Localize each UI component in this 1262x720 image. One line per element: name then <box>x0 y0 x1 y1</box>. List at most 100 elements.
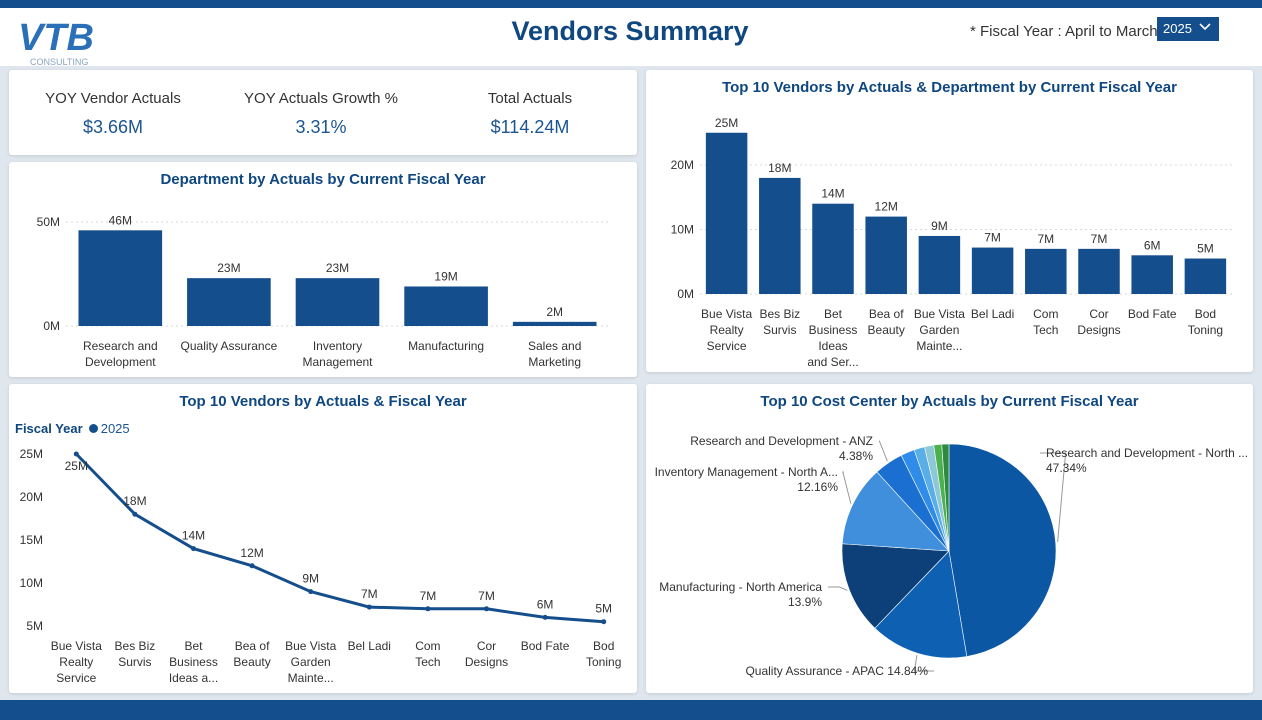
bar[interactable] <box>865 216 907 294</box>
x-tick-label: Bel Ladi <box>971 307 1014 321</box>
leader-line <box>828 586 848 591</box>
data-point[interactable] <box>191 546 196 552</box>
data-label: 5M <box>595 602 612 616</box>
data-point[interactable] <box>73 451 79 457</box>
x-tick-label: Bod Fate <box>1128 307 1177 321</box>
slice-percent: 47.34% <box>1046 461 1087 475</box>
data-point[interactable] <box>425 606 431 612</box>
bar[interactable] <box>78 230 163 326</box>
slice-name: Research and Development - North ... <box>1046 446 1248 460</box>
chart-title: Top 10 Vendors by Actuals & Fiscal Year <box>179 393 467 410</box>
data-point[interactable] <box>308 589 314 595</box>
y-tick-label: 20M <box>20 490 43 504</box>
fiscal-year-dropdown[interactable]: 2025 <box>1157 17 1219 41</box>
slice-percent: 13.9% <box>788 595 822 609</box>
legend-marker <box>88 424 98 433</box>
legend-item[interactable]: 2025 <box>100 421 130 436</box>
kpi-label: YOY Vendor Actuals <box>45 90 181 107</box>
data-point[interactable] <box>132 511 138 517</box>
x-tick-label: Bes Biz Survis <box>115 639 156 669</box>
logo-text: VTB <box>18 17 94 59</box>
slice-percent: 4.38% <box>839 449 873 463</box>
x-tick-label: Quality Assurance <box>181 339 278 353</box>
page-title: Vendors Summary <box>511 16 749 46</box>
bottom-accent-bar <box>0 700 1262 720</box>
vendors-department-chart-card: Top 10 Vendors by Actuals & Department b… <box>646 70 1253 372</box>
bar[interactable] <box>1025 248 1067 294</box>
bar[interactable] <box>187 278 271 326</box>
x-tick-label: Bet Business Ideas and Ser... <box>807 307 858 369</box>
x-tick-label: Bue Vista Garden Mainte... <box>285 639 336 685</box>
y-tick-label: 50M <box>37 215 60 229</box>
kpi-card: YOY Vendor Actuals $3.66M YOY Actuals Gr… <box>9 70 637 155</box>
data-label: 23M <box>326 261 349 275</box>
leader-line <box>1040 452 1067 542</box>
data-label: 9M <box>931 219 948 233</box>
data-point[interactable] <box>601 619 607 625</box>
leader-line <box>878 440 888 462</box>
slice-label: Quality Assurance - APAC 14.84% <box>745 664 928 678</box>
bar[interactable] <box>295 278 380 326</box>
y-tick-label: 0M <box>43 319 60 333</box>
kpi-label: YOY Actuals Growth % <box>244 90 398 107</box>
data-label: 19M <box>434 269 457 283</box>
data-label: 7M <box>361 587 378 601</box>
x-tick-label: Bea of Beauty <box>233 639 270 669</box>
data-point[interactable] <box>542 614 548 620</box>
data-label: 18M <box>768 161 791 175</box>
bar[interactable] <box>1078 248 1120 294</box>
data-point[interactable] <box>366 604 372 610</box>
vendors-line-chart: 5M 10M 15M 20M 25M 25M Bue Vista Realty Service 1… <box>20 447 622 685</box>
header: VTB CONSULTING Vendors Summary * Fiscal … <box>0 8 1262 66</box>
data-label: 6M <box>1144 238 1161 252</box>
bar[interactable] <box>971 247 1014 294</box>
x-tick-label: Bes Biz Survis <box>759 307 800 337</box>
bar[interactable] <box>1131 255 1173 294</box>
pie-slice[interactable] <box>841 471 950 552</box>
data-point[interactable] <box>484 606 489 612</box>
y-tick-label: 15M <box>20 533 43 547</box>
bar[interactable] <box>918 235 961 294</box>
data-label: 23M <box>217 261 240 275</box>
pie-slice[interactable] <box>841 543 950 629</box>
slice-name: Inventory Management - North A... <box>655 465 838 479</box>
chevron-down-icon <box>1199 23 1211 31</box>
x-tick-label: Com Tech <box>415 639 440 669</box>
x-tick-label: Cor Designs <box>1077 307 1120 337</box>
bar[interactable] <box>759 177 801 294</box>
x-tick-label: Bet Business Ideas a... <box>169 639 218 685</box>
leader-line <box>842 471 852 504</box>
kpi-value: 3.31% <box>295 117 347 137</box>
cost-center-chart-card: Top 10 Cost Center by Actuals by Current… <box>646 384 1253 693</box>
bar[interactable] <box>705 132 748 294</box>
pie-slice[interactable] <box>941 443 950 552</box>
data-point[interactable] <box>249 563 255 569</box>
pie-slice[interactable] <box>948 443 1057 657</box>
bar[interactable] <box>1184 258 1227 294</box>
chart-title: Top 10 Cost Center by Actuals by Current… <box>760 393 1139 410</box>
kpi-total-actuals: Total Actuals $114.24M <box>435 90 625 138</box>
y-tick-label: 5M <box>26 619 43 633</box>
x-tick-label: Bod Fate <box>521 639 570 653</box>
x-tick-label: Inventory Management <box>302 339 373 369</box>
data-label: 9M <box>302 572 319 586</box>
chart-title: Top 10 Vendors by Actuals & Department b… <box>722 79 1177 96</box>
slice-name: Manufacturing - North America <box>659 580 822 594</box>
data-label: 7M <box>984 231 1001 245</box>
chart-legend: Fiscal Year 2025 <box>15 421 130 436</box>
x-tick-label: Bue Vista Garden Mainte... <box>914 307 965 353</box>
data-label: 46M <box>109 213 132 227</box>
slice-percent: 12.16% <box>797 480 838 494</box>
fiscal-year-note: * Fiscal Year : April to March <box>970 23 1158 40</box>
data-label: 5M <box>1197 242 1214 256</box>
leader-line <box>913 655 934 672</box>
bar[interactable] <box>404 286 488 326</box>
data-label: 14M <box>821 187 844 201</box>
fiscal-year-value: 2025 <box>1163 21 1192 36</box>
bar[interactable] <box>812 203 854 294</box>
x-tick-label: Cor Designs <box>465 639 508 669</box>
bar[interactable] <box>512 321 597 326</box>
y-tick-label: 25M <box>20 447 43 461</box>
pie-slice[interactable] <box>874 550 968 659</box>
x-tick-label: Sales and Marketing <box>528 339 581 369</box>
